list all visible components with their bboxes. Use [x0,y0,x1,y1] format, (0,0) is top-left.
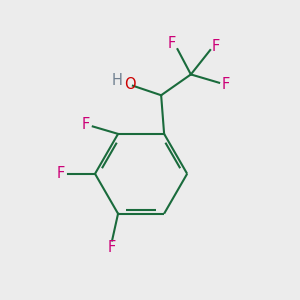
Text: F: F [221,77,230,92]
Text: F: F [108,240,116,255]
Text: F: F [82,117,90,132]
Text: O: O [124,77,136,92]
Text: F: F [212,39,220,54]
Text: F: F [57,166,65,181]
Text: H: H [112,73,123,88]
Text: F: F [168,36,176,51]
